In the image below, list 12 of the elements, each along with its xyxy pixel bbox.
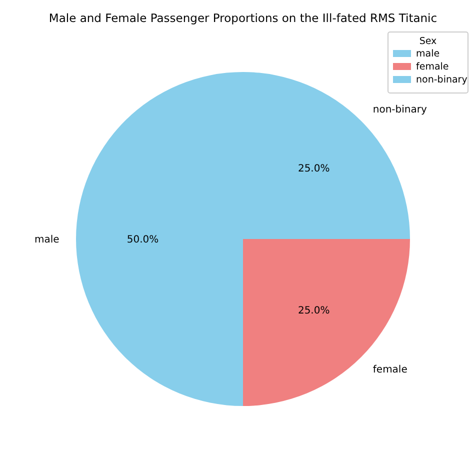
legend-title: Sex	[419, 36, 438, 47]
legend-label: non-binary	[416, 74, 468, 86]
legend-label: female	[416, 62, 449, 72]
legend-label: male	[416, 48, 440, 60]
slice-label: male	[34, 234, 60, 246]
slice-label: non-binary	[372, 104, 427, 116]
data-label: 25.0%	[298, 164, 330, 175]
chart-title: Male and Female Passenger Proportions on the Ill-fated RMS Titanic	[48, 11, 438, 25]
data-label: 25.0%	[298, 305, 330, 316]
pie-slice	[243, 239, 410, 406]
slice-label: female	[372, 364, 408, 376]
data-label: 50.0%	[126, 234, 159, 246]
